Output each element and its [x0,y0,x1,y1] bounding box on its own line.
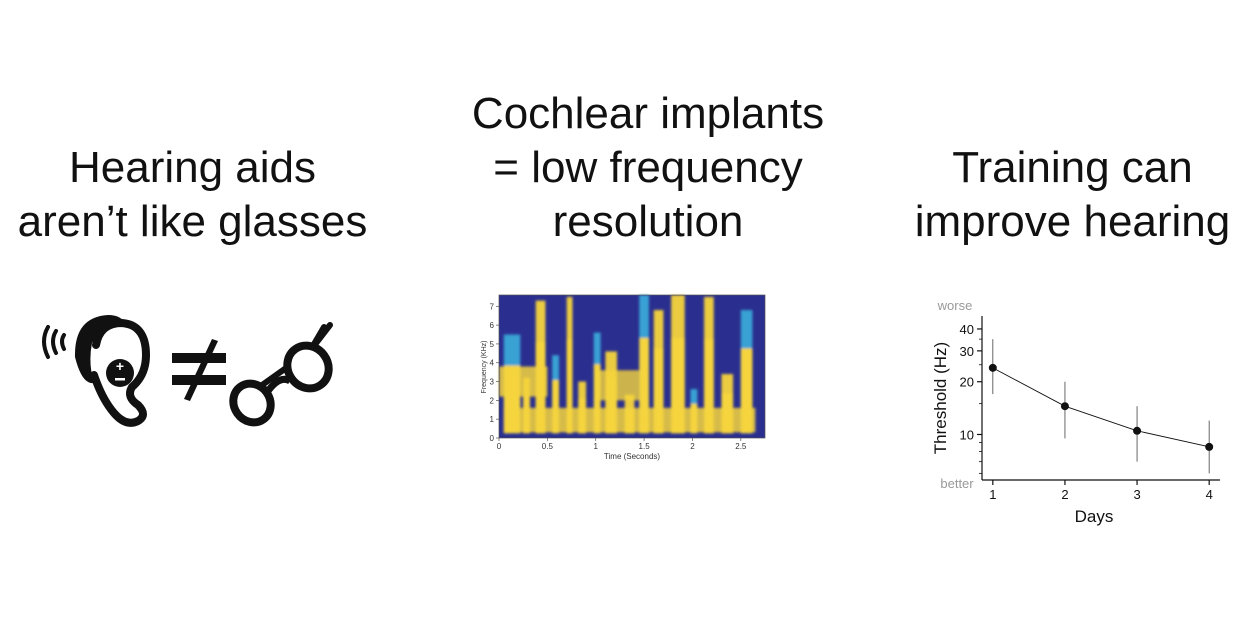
panel-3-heading: Training can improve hearing [900,141,1245,249]
heading-line: = low frequency [493,143,803,192]
x-tick-label: 2 [690,442,695,451]
y-tick-label: 4 [490,359,495,368]
panel-1-heading: Hearing aids aren’t like glasses [0,141,385,249]
y-tick-label: 20 [960,375,974,390]
y-axis-label: Threshold (Hz) [931,342,950,454]
heading-line: Cochlear implants [471,89,825,138]
spectrogram: 0 0.5 1 1.5 2 2.5 0 1 2 3 4 5 6 7 Time (Seconds) Fre… [481,294,766,461]
x-tick-label: 0 [497,442,502,451]
better-annotation: better [940,476,974,491]
y-axis-label: Frequency (KHz) [481,341,488,394]
data-point [1205,442,1214,451]
y-tick-label: 40 [960,322,974,337]
hearing-aid-ear-icon: + [42,315,151,427]
eyeglasses-icon [229,322,333,427]
heading-line: Hearing aids [68,143,317,192]
x-tick-label: 2.5 [735,442,747,451]
data-point [1133,426,1142,435]
y-tick-label: 30 [960,344,974,359]
data-point [1060,402,1069,411]
y-tick-label: 7 [490,302,495,311]
y-tick-label: 10 [960,427,974,442]
y-tick-label: 3 [490,378,495,387]
x-tick-label: 4 [1206,487,1213,502]
y-tick-label: 1 [490,415,495,424]
heading-line: resolution [552,197,744,246]
panel-2-heading: Cochlear implants = low frequency resolu… [448,87,848,249]
x-axis-label: Time (Seconds) [604,452,661,461]
y-tick-label: 0 [490,434,495,443]
x-tick-label: 0.5 [542,442,554,451]
y-tick-label: 6 [490,321,495,330]
worse-annotation: worse [937,298,973,313]
threshold-chart: 10 20 30 40 1 2 3 4 worse better Days Threshold… [931,298,1220,526]
x-tick-label: 1 [989,487,996,502]
series-line [992,367,1210,448]
y-tick-label: 5 [490,340,495,349]
data-point [988,363,997,372]
x-tick-label: 2 [1061,487,1068,502]
heading-line: aren’t like glasses [17,197,368,246]
svg-text:+: + [116,358,124,374]
x-axis-label: Days [1075,507,1114,526]
y-tick-label: 2 [490,396,495,405]
x-tick-label: 3 [1133,487,1140,502]
icon-row: + [42,315,333,427]
x-tick-label: 1.5 [639,442,651,451]
heading-line: Training can [952,143,1193,192]
not-equal-icon [172,339,226,401]
x-tick-label: 1 [594,442,599,451]
heading-line: improve hearing [914,197,1231,246]
